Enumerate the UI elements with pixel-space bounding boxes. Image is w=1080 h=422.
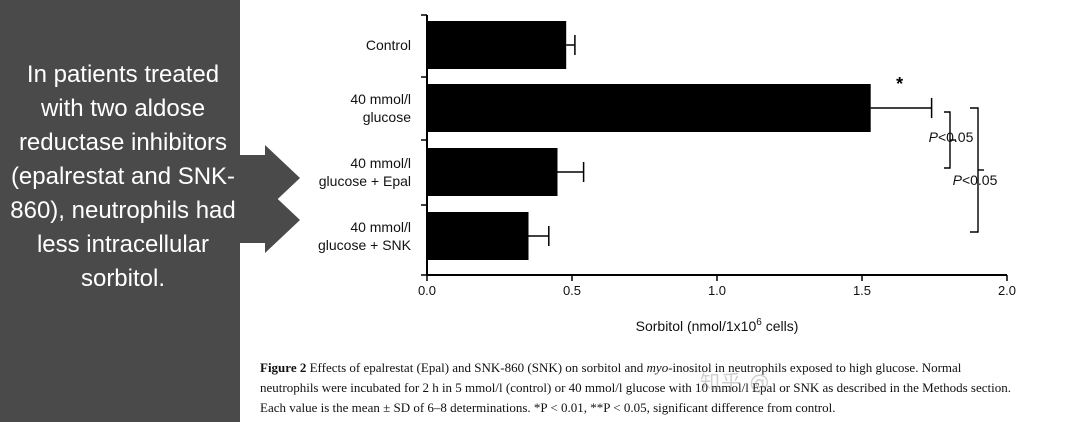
- x-tick-label: 1.0: [708, 283, 726, 298]
- category-label-line: glucose + SNK: [318, 237, 412, 253]
- x-axis-label: Sorbitol (nmol/1x106 cells): [636, 317, 799, 334]
- arrows-graphic: [240, 145, 300, 253]
- arrow-right-icon: [240, 187, 300, 253]
- caption-line-1b: -inositol in neutrophils exposed to high…: [668, 360, 962, 375]
- p-threshold: <0.05: [962, 172, 998, 188]
- bar: [427, 21, 567, 69]
- category-label: Control: [366, 37, 411, 53]
- arrow-right-icon: [240, 145, 300, 211]
- category-label: 40 mmol/l glucose: [350, 91, 411, 125]
- category-label-line: Control: [366, 37, 411, 53]
- x-tick-label: 2.0: [998, 283, 1016, 298]
- caption-line-1-italic: myo: [646, 360, 669, 375]
- caption-lead: Figure 2: [260, 360, 307, 375]
- caption-line-1: Figure 2 Effects of epalrestat (Epal) an…: [260, 358, 1060, 378]
- bar: [427, 148, 558, 196]
- caption-line-2: neutrophils were incubated for 2 h in 5 …: [260, 380, 1011, 395]
- category-label-line: 40 mmol/l: [350, 219, 411, 235]
- x-axis-label-main: Sorbitol (nmol/1x10: [636, 318, 757, 334]
- summary-panel: In patients treated with two aldose redu…: [0, 0, 240, 422]
- category-label-line: 40 mmol/l: [350, 155, 411, 171]
- x-axis-label-tail: cells): [762, 318, 799, 334]
- p-value-label: P<0.05: [929, 129, 974, 145]
- p-symbol: P: [929, 129, 939, 145]
- caption-line-1a: Effects of epalrestat (Epal) and SNK-860…: [306, 360, 647, 375]
- chart-tick-labels: 0.0 0.5 1.0 1.5 2.0: [418, 283, 1016, 298]
- summary-text: In patients treated with two aldose redu…: [10, 61, 236, 292]
- x-tick-label: 1.5: [853, 283, 871, 298]
- caption-line-3: Each value is the mean ± SD of 6–8 deter…: [260, 400, 836, 415]
- x-tick-label: 0.0: [418, 283, 436, 298]
- chart-annotations: P<0.05P<0.05: [929, 107, 998, 233]
- sorbitol-bar-chart: * Control 40 mmol/l glucose 40 mmol/l glucos…: [318, 14, 1016, 334]
- category-label: 40 mmol/l glucose + SNK: [318, 219, 412, 253]
- x-tick-label: 0.5: [563, 283, 581, 298]
- category-label-line: glucose: [363, 109, 411, 125]
- significance-mark: *: [896, 74, 903, 94]
- chart-bars: [427, 21, 871, 260]
- figure-caption: Figure 2 Effects of epalrestat (Epal) an…: [260, 358, 1060, 418]
- bar: [427, 212, 529, 260]
- annotation-bracket: [970, 107, 979, 233]
- category-label: 40 mmol/l glucose + Epal: [319, 155, 411, 189]
- chart-error-bars: *: [528, 35, 933, 246]
- category-label-line: glucose + Epal: [319, 173, 411, 189]
- p-value-label: P<0.05: [953, 172, 998, 188]
- category-label-line: 40 mmol/l: [350, 91, 411, 107]
- chart-category-labels: Control 40 mmol/l glucose 40 mmol/l glucose …: [318, 37, 412, 253]
- bar: [427, 84, 871, 132]
- p-threshold: <0.05: [938, 129, 974, 145]
- watermark: 知乎 @: [700, 370, 771, 394]
- p-symbol: P: [953, 172, 963, 188]
- x-axis-label-sup: 6: [756, 317, 762, 328]
